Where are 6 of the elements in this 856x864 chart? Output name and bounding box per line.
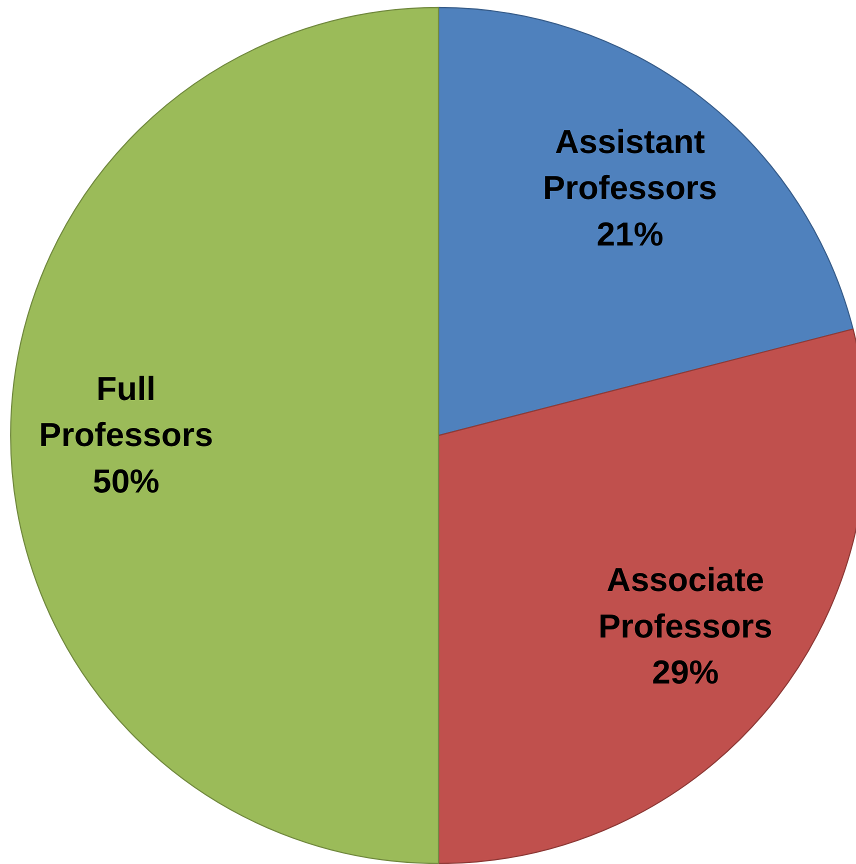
slice-label: Associate Professors <box>598 562 772 646</box>
data-label: 21% <box>596 216 664 254</box>
data-label: 29% <box>652 654 719 692</box>
data-label: 50% <box>92 463 160 500</box>
slice-label: Full Professors <box>38 370 214 454</box>
slice-label: Assistant Professors <box>542 124 718 208</box>
